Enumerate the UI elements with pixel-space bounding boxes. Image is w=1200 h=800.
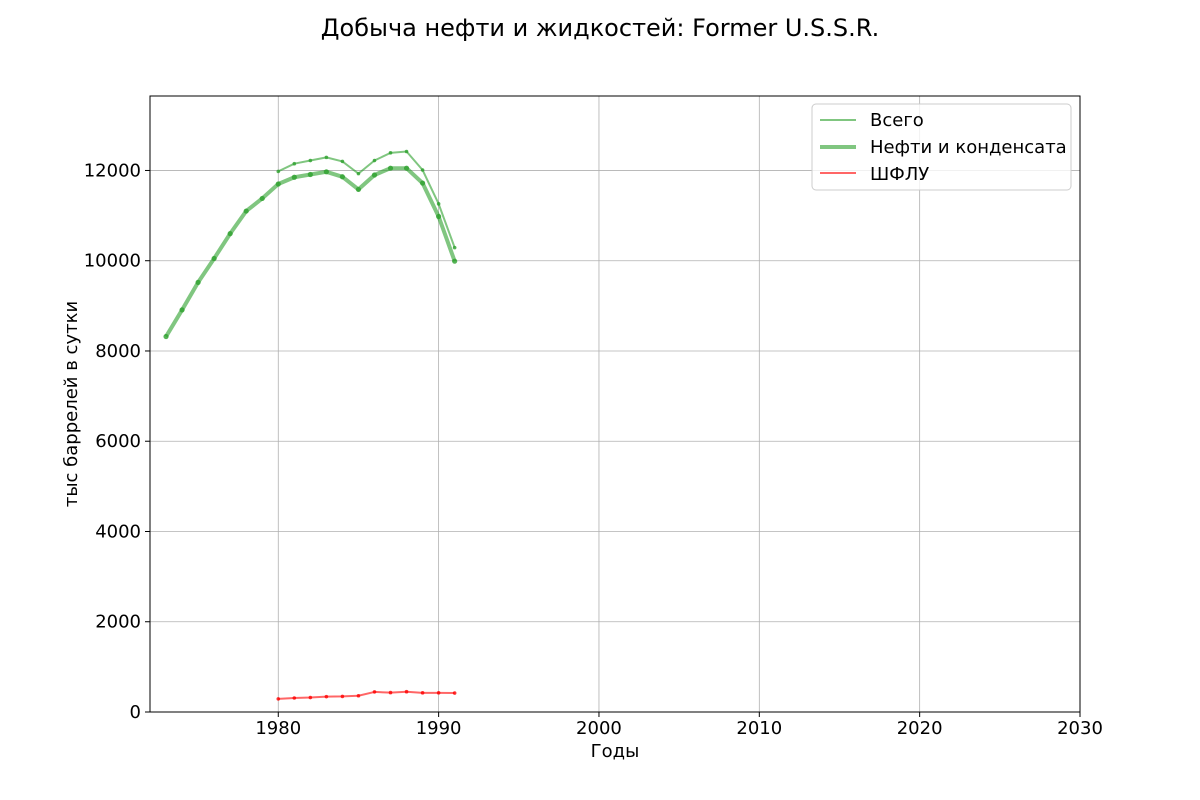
data-point-total xyxy=(388,151,393,155)
data-point-total xyxy=(452,245,457,250)
data-point-total xyxy=(308,158,313,163)
y-tick-label: 10000 xyxy=(84,251,141,272)
data-point-oil-condensate xyxy=(291,174,297,180)
data-point-oil-condensate xyxy=(195,279,201,285)
chart-title: Добыча нефти и жидкостей: Former U.S.S.R… xyxy=(321,14,879,42)
data-point-ngl xyxy=(276,697,281,701)
y-tick-label: 2000 xyxy=(95,612,141,633)
series-line-ngl xyxy=(278,690,455,700)
series-oil-condensate xyxy=(163,165,458,340)
y-tick-label: 8000 xyxy=(95,341,141,362)
x-tick-label: 2010 xyxy=(736,718,782,739)
data-point-total xyxy=(292,161,297,166)
y-axis: 0 2000 4000 6000 8000 10000 12000 xyxy=(84,160,150,723)
data-point-oil-condensate xyxy=(355,186,362,193)
data-point-total xyxy=(356,171,361,176)
series-layer xyxy=(163,149,458,701)
plot-frame xyxy=(149,95,1081,713)
data-point-ngl xyxy=(292,696,297,700)
x-tick-label: 1990 xyxy=(416,718,462,739)
data-point-total xyxy=(324,155,329,160)
data-point-oil-condensate xyxy=(227,231,233,237)
y-tick-label: 6000 xyxy=(95,431,141,452)
legend: Всего Нефти и конденсата ШФЛУ xyxy=(811,103,1072,191)
y-tick-label: 12000 xyxy=(84,160,141,181)
data-point-total xyxy=(372,158,377,163)
data-point-ngl xyxy=(372,690,377,694)
y-tick-label: 4000 xyxy=(95,521,141,542)
data-point-total xyxy=(340,159,345,164)
data-point-ngl xyxy=(356,693,361,698)
x-axis-label: Годы xyxy=(591,741,640,762)
series-total xyxy=(276,149,457,250)
series-ngl xyxy=(276,689,457,701)
legend-label-total: Всего xyxy=(870,110,924,131)
x-axis: 1980 1990 2000 2010 2020 2030 xyxy=(255,712,1103,739)
y-axis-label: тыс баррелей в сутки xyxy=(61,301,82,507)
data-point-total xyxy=(420,168,425,172)
data-point-oil-condensate xyxy=(275,181,281,187)
series-line-oil-condensate xyxy=(164,166,457,338)
data-point-ngl xyxy=(388,690,393,695)
data-point-oil-condensate xyxy=(323,169,329,175)
data-point-ngl xyxy=(308,695,313,700)
data-point-ngl xyxy=(420,691,425,695)
data-point-total xyxy=(276,169,281,174)
data-point-oil-condensate xyxy=(243,208,249,214)
data-point-ngl xyxy=(324,694,329,699)
data-point-oil-condensate xyxy=(387,165,394,171)
data-point-oil-condensate xyxy=(179,307,185,313)
data-point-total xyxy=(404,149,409,154)
data-point-oil-condensate xyxy=(259,195,265,202)
legend-box xyxy=(811,103,1072,191)
data-point-oil-condensate xyxy=(436,213,442,220)
y-tick-label: 0 xyxy=(130,702,141,723)
x-tick-label: 1980 xyxy=(255,718,301,739)
data-point-ngl xyxy=(404,689,409,694)
data-point-oil-condensate xyxy=(452,258,458,264)
data-point-total xyxy=(436,202,441,206)
x-tick-label: 2020 xyxy=(897,718,943,739)
legend-label-oil: Нефти и конденсата xyxy=(870,137,1067,158)
data-point-oil-condensate xyxy=(163,333,169,340)
data-point-oil-condensate xyxy=(419,180,426,186)
data-point-ngl xyxy=(436,691,441,695)
data-point-oil-condensate xyxy=(211,255,217,262)
data-point-oil-condensate xyxy=(403,165,410,171)
series-line-total xyxy=(277,150,456,248)
data-point-ngl xyxy=(340,694,345,699)
x-tick-label: 2000 xyxy=(576,718,622,739)
data-point-oil-condensate xyxy=(307,171,313,178)
data-point-oil-condensate xyxy=(371,172,378,178)
data-point-ngl xyxy=(452,691,457,695)
data-point-oil-condensate xyxy=(339,174,346,180)
legend-label-ngl: ШФЛУ xyxy=(870,164,929,185)
x-tick-label: 2030 xyxy=(1057,718,1103,739)
